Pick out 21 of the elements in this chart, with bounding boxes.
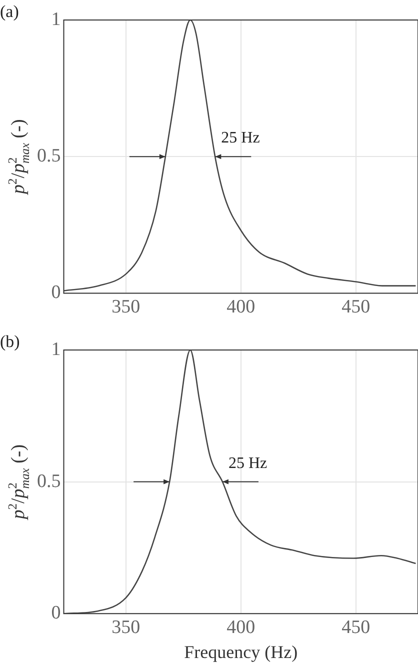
text: (a) [0, 2, 19, 21]
y-tick-label: 0 [51, 282, 61, 304]
annotation: 25 Hz [228, 454, 268, 472]
x-tick-label: 350 [112, 296, 140, 318]
y-tick-label: 0.5 [37, 146, 61, 167]
x-tick-label: 400 [226, 296, 256, 318]
y-tick-label: 1 [51, 338, 61, 360]
text: p2/pmax2 (-) [5, 444, 32, 520]
y-tick-label: 0 [51, 602, 61, 624]
y-tick-label: 1 [51, 8, 61, 30]
x-tick-label: 450 [342, 296, 370, 318]
line-series [64, 350, 416, 614]
x-tick-label: 450 [342, 616, 370, 638]
text: (b) [0, 332, 20, 351]
x-axis-title: Frequency (Hz) [184, 642, 298, 662]
x-tick-label: 400 [226, 616, 256, 638]
annotation: 25 Hz [221, 130, 260, 147]
line-series [64, 20, 416, 292]
text: p2/pmax2 (-) [5, 119, 32, 194]
x-tick-label: 350 [112, 616, 140, 638]
y-tick-label: 0.5 [37, 470, 61, 492]
